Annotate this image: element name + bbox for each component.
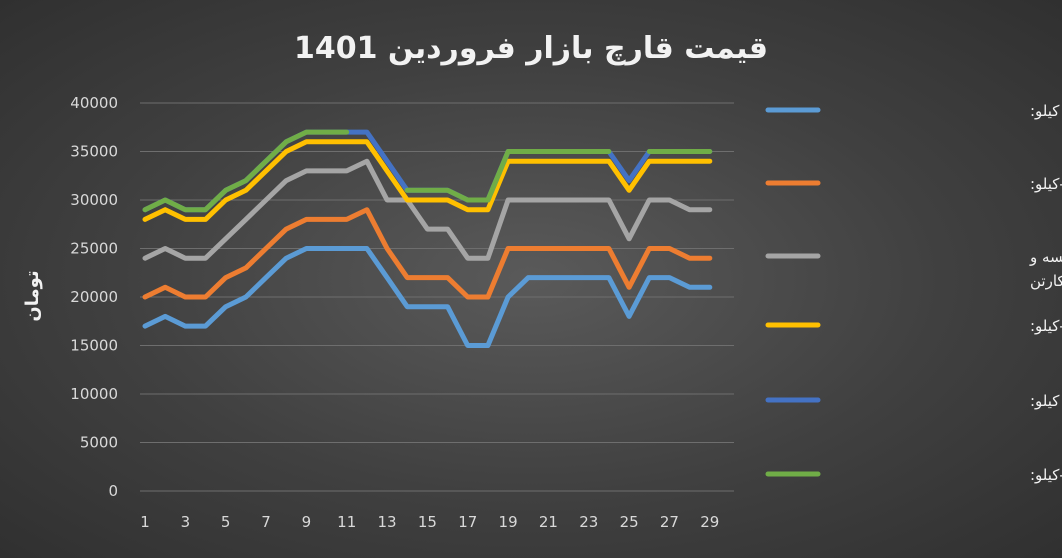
- legend-label-5: قارچ فله سبد درجه یک - کیلو:: [1030, 392, 1062, 411]
- y-tick-label: 10000: [70, 385, 118, 403]
- x-tick-label: 5: [221, 513, 231, 531]
- x-tick-label: 3: [181, 513, 191, 531]
- x-tick-label: 17: [458, 513, 477, 531]
- x-tick-label: 1: [140, 513, 150, 531]
- y-tick-label: 15000: [70, 337, 118, 355]
- series-line-3: [142, 158, 713, 261]
- series-line-6: [142, 129, 713, 213]
- x-axis: 1 3 5 7 9 11 13 15 17 19 21 23 25 27 29: [140, 513, 719, 531]
- series-line-2: [142, 207, 713, 300]
- legend-label-2: قارچ فله درجه دو -کیلو:: [1030, 175, 1062, 194]
- y-tick-label: 20000: [70, 288, 118, 306]
- y-axis: 0 5000 10000 15000 20000 25000 30000 35000 40000: [70, 94, 118, 500]
- y-tick-label: 35000: [70, 143, 118, 161]
- legend-label-1: قارچ فله درجه سه - کیلو:: [1030, 102, 1062, 121]
- series-line-1: [142, 246, 713, 348]
- y-axis-label: تومان: [22, 270, 43, 321]
- series-line-4: [142, 139, 713, 222]
- y-tick-label: 5000: [80, 434, 118, 452]
- x-tick-label: 23: [579, 513, 598, 531]
- chart-title: قیمت قارچ بازار فروردین 1401: [294, 31, 768, 66]
- x-tick-label: 11: [337, 513, 356, 531]
- legend-label-6: قارچ در سبد لوکس -کیلو:: [1030, 466, 1062, 485]
- x-tick-label: 29: [700, 513, 719, 531]
- y-tick-label: 25000: [70, 240, 118, 258]
- legend-label-4: قارچ فله در کیسه -کیلو:: [1030, 317, 1062, 336]
- legend: قارچ فله درجه سه - کیلو: قارچ فله درجه دو…: [765, 102, 1062, 485]
- x-tick-label: 19: [499, 513, 518, 531]
- x-tick-label: 15: [418, 513, 437, 531]
- series-lines: [142, 129, 713, 348]
- x-tick-label: 21: [539, 513, 558, 531]
- y-tick-label: 30000: [70, 191, 118, 209]
- x-tick-label: 27: [660, 513, 679, 531]
- x-tick-label: 25: [620, 513, 639, 531]
- y-tick-label: 40000: [70, 94, 118, 112]
- x-tick-label: 13: [378, 513, 397, 531]
- x-tick-label: 9: [302, 513, 312, 531]
- x-tick-label: 7: [261, 513, 271, 531]
- gridlines: [140, 102, 734, 492]
- y-tick-label: 0: [108, 482, 118, 500]
